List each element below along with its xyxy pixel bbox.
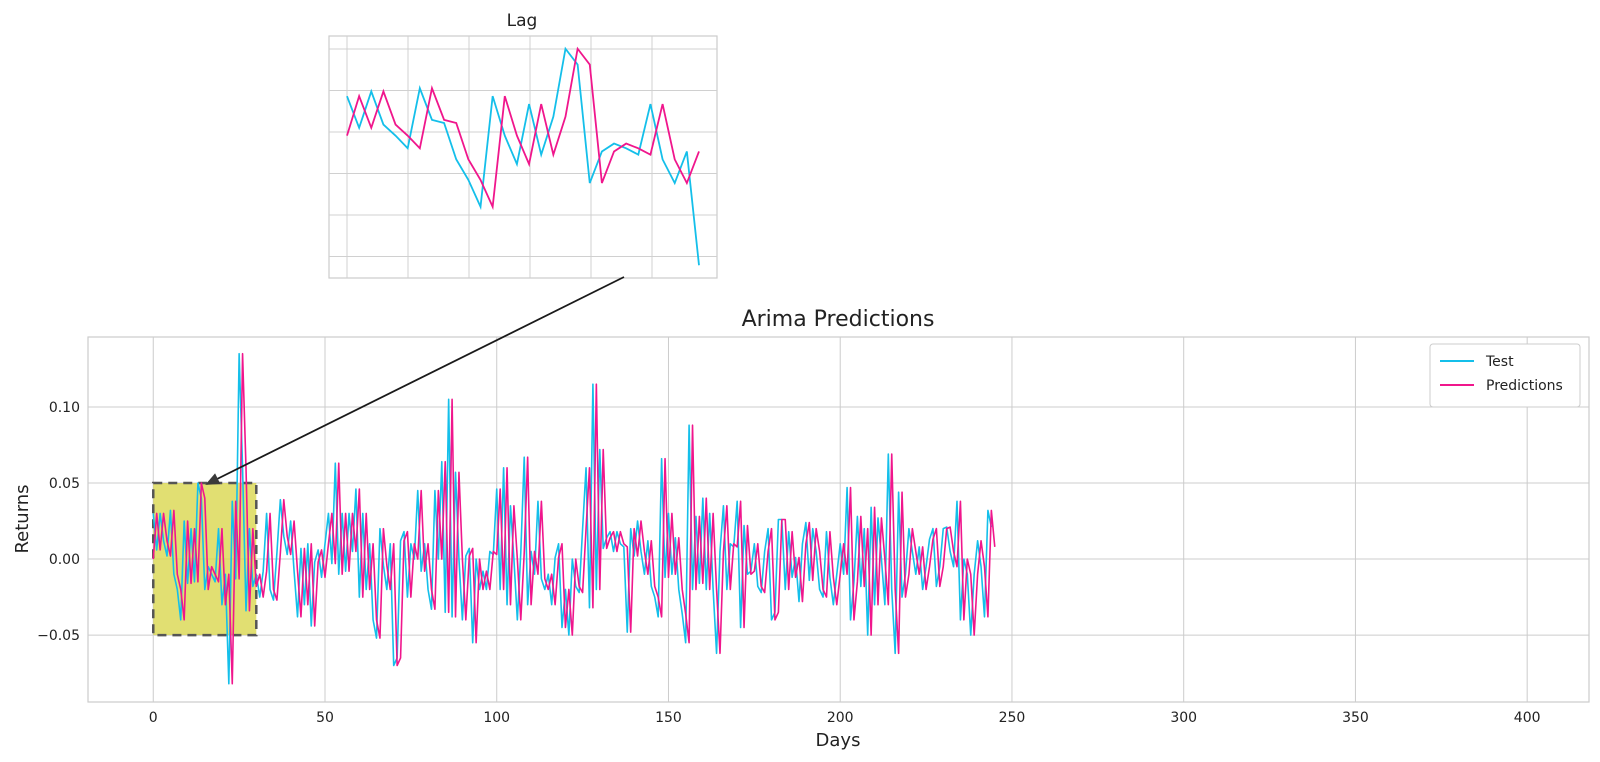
series-line-test	[152, 352, 993, 685]
x-tick-label: 100	[483, 710, 510, 726]
legend-label-test: Test	[1485, 354, 1514, 370]
x-axis-title: Days	[816, 730, 861, 751]
zoom-arrow	[205, 276, 625, 485]
x-tick-label: 300	[1170, 710, 1197, 726]
legend: Test Predictions	[1429, 343, 1581, 408]
inset-frame	[328, 35, 718, 279]
y-tick-label: 0.00	[49, 552, 80, 568]
series-layer	[152, 352, 996, 685]
x-tick-label: 400	[1514, 710, 1541, 726]
x-tick-label: 200	[827, 710, 854, 726]
main-grid	[88, 337, 1589, 702]
inset-series-layer	[346, 46, 700, 266]
x-tick-label: 350	[1342, 710, 1369, 726]
inset-zoom-plot: Lag	[328, 11, 718, 279]
x-tick-label: 250	[999, 710, 1026, 726]
legend-box	[1429, 343, 1581, 408]
inset-series-line-predictions	[346, 46, 700, 211]
x-tick-label: 150	[655, 710, 682, 726]
y-tick-label: 0.05	[49, 476, 80, 492]
x-tick-labels: 0 50 100 150 200 250 300 350 400	[149, 710, 1541, 726]
inset-title: Lag	[507, 11, 538, 31]
inset-series-line-test	[346, 46, 700, 266]
x-tick-label: 0	[149, 710, 158, 726]
plot-area-frame	[87, 336, 1590, 703]
series-line-predictions	[152, 352, 996, 685]
y-tick-label: −0.05	[37, 628, 80, 644]
y-tick-labels: −0.05 0.00 0.05 0.10	[37, 400, 80, 644]
y-tick-label: 0.10	[49, 400, 80, 416]
chart-title: Arima Predictions	[742, 307, 935, 332]
legend-label-predictions: Predictions	[1486, 378, 1563, 394]
y-axis-title: Returns	[12, 484, 33, 553]
x-tick-label: 50	[316, 710, 334, 726]
